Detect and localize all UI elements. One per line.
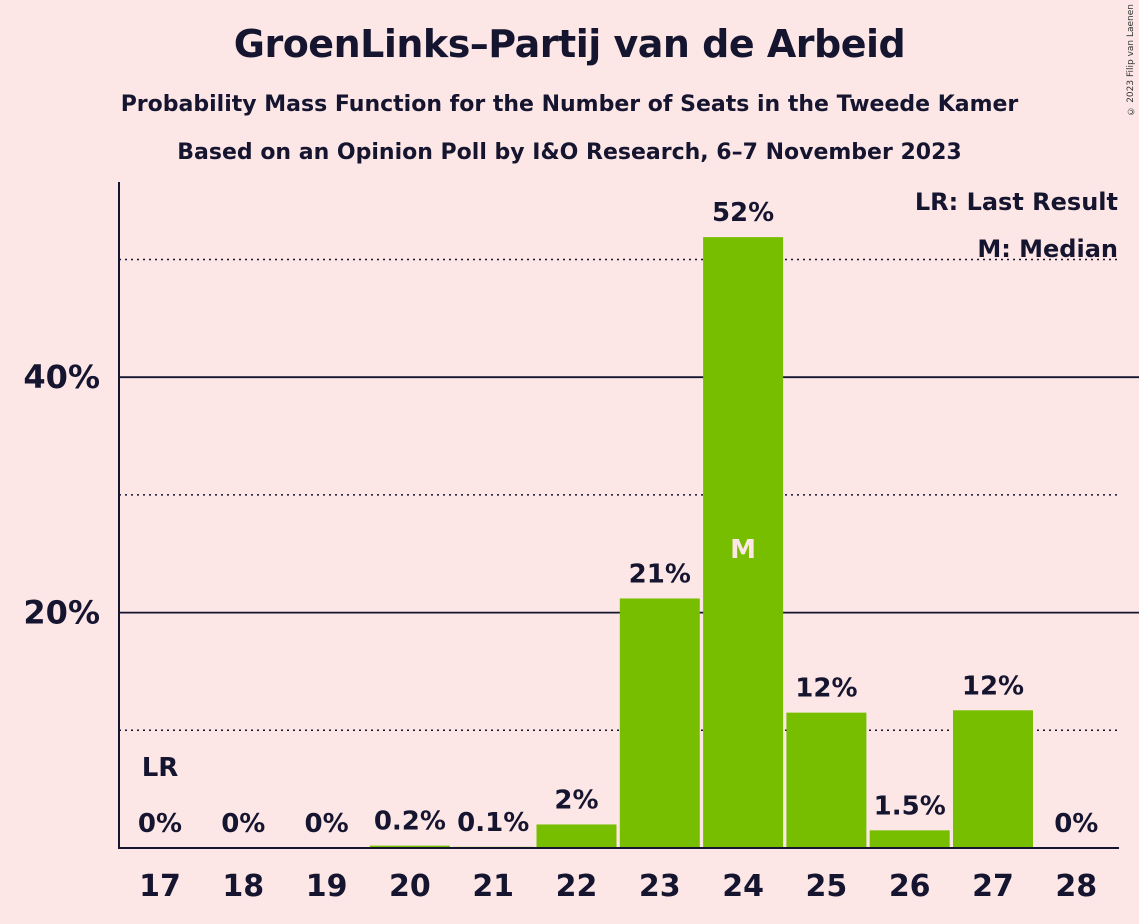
bar-value-label: 0% [221,809,265,839]
median-marker: M [730,535,756,565]
y-tick-label: 40% [23,358,100,396]
bar-value-label: 2% [554,785,598,815]
bar-value-label: 12% [795,674,857,704]
bar-value-label: 52% [712,198,774,228]
bar [619,598,700,848]
x-tick-label: 21 [472,869,514,904]
chart-title: GroenLinks–Partij van de Arbeid [233,22,906,66]
bar-value-label: 0.1% [457,808,529,838]
bar [536,824,617,848]
y-tick-label: 20% [23,594,100,632]
bar-value-label: 0% [305,809,349,839]
x-tick-label: 19 [306,869,348,904]
bar [369,845,450,848]
x-tick-label: 17 [139,869,181,904]
bar [869,830,950,848]
last-result-marker: LR [142,753,179,783]
x-tick-label: 26 [889,869,931,904]
bar-value-label: 0.2% [374,807,446,837]
bar [703,237,784,849]
bar-value-label: 0% [138,809,182,839]
x-tick-label: 23 [639,869,681,904]
x-tick-label: 22 [556,869,598,904]
x-tick-label: 25 [806,869,848,904]
legend-entry: M: Median [977,235,1118,263]
chart-subtitle-source: Based on an Opinion Poll by I&O Research… [177,140,962,165]
x-tick-label: 18 [222,869,264,904]
chart-subtitle: Probability Mass Function for the Number… [120,92,1019,117]
x-tick-label: 27 [972,869,1014,904]
bar-value-label: 21% [629,559,691,589]
bar-value-label: 0% [1054,809,1098,839]
x-tick-label: 24 [722,869,764,904]
bar [953,710,1033,848]
bar [786,712,867,848]
x-tick-label: 20 [389,869,431,904]
bar-value-label: 1.5% [874,791,946,821]
legend-entry: LR: Last Result [915,188,1118,216]
x-tick-label: 28 [1055,869,1097,904]
bar-value-label: 12% [962,671,1024,701]
